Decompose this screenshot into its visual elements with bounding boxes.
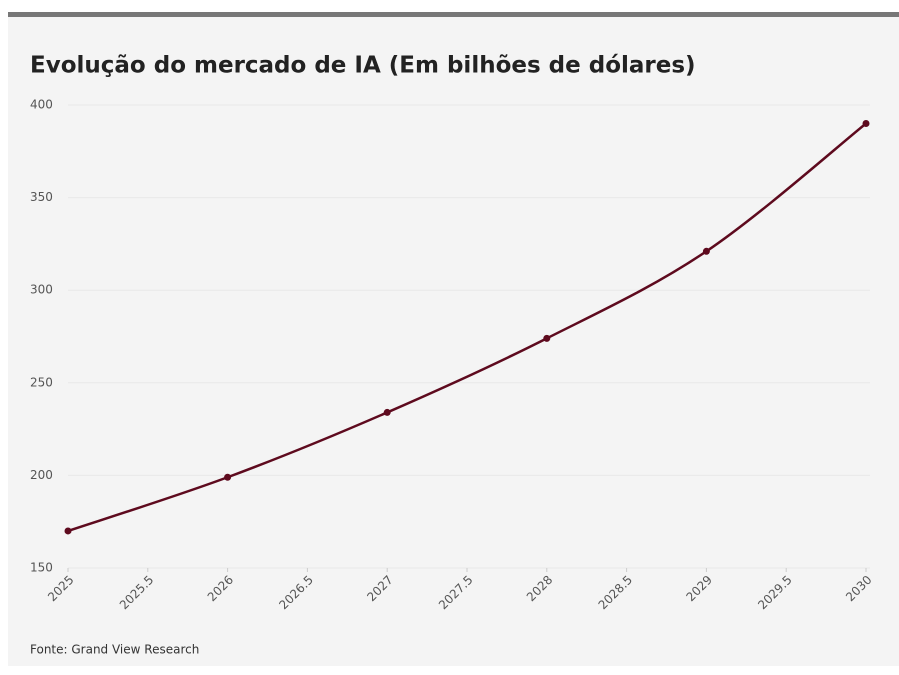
point bbox=[224, 473, 232, 481]
point bbox=[64, 527, 72, 535]
chart-title: Evolução do mercado de IA (Em bilhões de… bbox=[30, 53, 696, 79]
y-tick-label: 350 bbox=[30, 190, 53, 204]
point bbox=[383, 408, 391, 416]
card bbox=[8, 14, 899, 666]
top-rule bbox=[8, 12, 899, 17]
point bbox=[702, 247, 710, 255]
y-tick-label: 150 bbox=[30, 561, 53, 575]
y-tick-label: 200 bbox=[30, 468, 53, 482]
point bbox=[543, 334, 551, 342]
line bbox=[67, 122, 867, 533]
y-tick-label: 300 bbox=[30, 283, 53, 297]
source: Fonte: Grand View Research bbox=[30, 643, 199, 657]
point bbox=[862, 120, 870, 128]
y-tick-label: 400 bbox=[30, 98, 53, 112]
y-tick-label: 250 bbox=[30, 375, 53, 389]
